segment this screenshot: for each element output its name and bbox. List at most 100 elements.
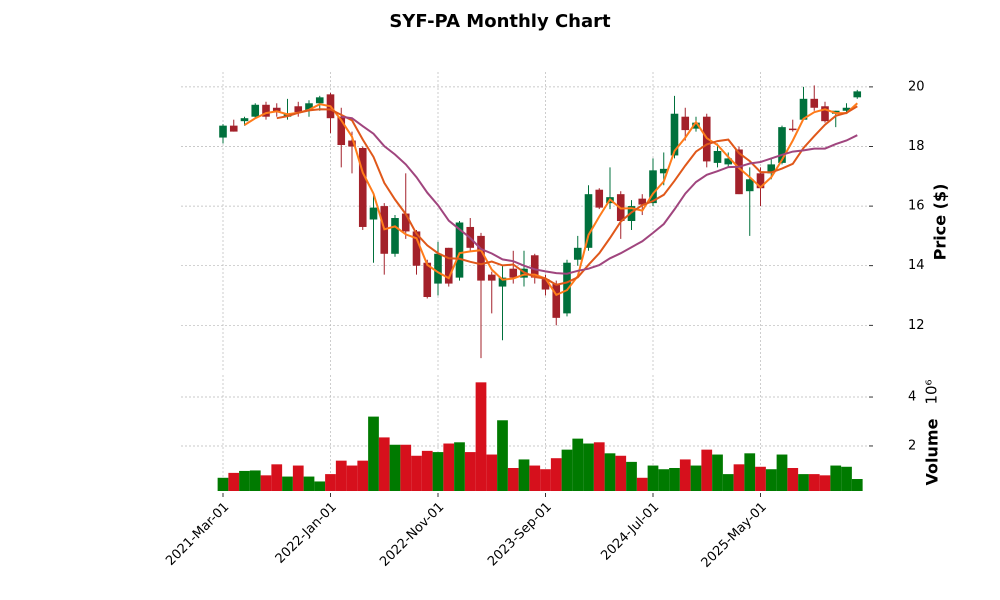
volume-bar bbox=[669, 467, 680, 491]
volume-bar bbox=[443, 443, 455, 491]
volume-bar bbox=[335, 460, 347, 491]
volume-bar bbox=[690, 465, 702, 491]
volume-bar bbox=[475, 382, 487, 491]
candle-body bbox=[305, 103, 313, 111]
y2-tick-label: 2 bbox=[908, 438, 916, 453]
volume-bar bbox=[411, 455, 422, 491]
volume-bar bbox=[486, 454, 498, 491]
volume-bar bbox=[497, 420, 508, 491]
candle-body bbox=[391, 218, 399, 254]
x-tick-label: 2021-Mar-01 bbox=[163, 500, 232, 569]
candle-body bbox=[821, 106, 829, 122]
candle-body bbox=[670, 113, 679, 156]
candle-body bbox=[455, 222, 464, 278]
volume-bar bbox=[819, 475, 831, 491]
volume-bar bbox=[421, 450, 433, 491]
y2-scale-label: 10⁶ bbox=[923, 379, 941, 404]
y2-axis-label: Volume bbox=[923, 418, 942, 485]
candle-body bbox=[369, 207, 378, 220]
volume-bar bbox=[228, 472, 240, 491]
volume-bar bbox=[249, 470, 261, 491]
candle-body bbox=[692, 122, 700, 129]
moving-average-line bbox=[243, 102, 858, 297]
candle-body bbox=[348, 140, 356, 147]
volume-bar bbox=[712, 454, 723, 491]
volume-bar bbox=[454, 442, 465, 491]
moving-average-line bbox=[276, 105, 858, 286]
candle-body bbox=[649, 170, 657, 204]
volume-bar bbox=[572, 438, 584, 491]
x-tick-label: 2024-Jul-01 bbox=[598, 500, 662, 564]
volume-bar bbox=[239, 470, 250, 491]
volume-bar bbox=[841, 466, 852, 491]
candle-body bbox=[799, 98, 808, 120]
volume-bar bbox=[679, 459, 691, 491]
y-tick-label: 20 bbox=[908, 79, 925, 94]
volume-bar bbox=[378, 437, 390, 491]
candle-body bbox=[219, 125, 227, 138]
candle-body bbox=[552, 283, 561, 318]
volume-bar bbox=[346, 465, 358, 491]
candle-body bbox=[509, 268, 518, 278]
candle-body bbox=[584, 194, 593, 248]
volume-bar bbox=[561, 449, 573, 491]
candle-body bbox=[477, 235, 485, 281]
volume-bar bbox=[389, 444, 401, 491]
volume-bar bbox=[755, 466, 766, 491]
volume-bar bbox=[593, 442, 605, 491]
volume-bar bbox=[540, 469, 551, 491]
volume-bar bbox=[464, 452, 476, 491]
candle-body bbox=[724, 158, 733, 165]
candle-body bbox=[240, 118, 249, 122]
candle-body bbox=[262, 104, 270, 117]
volume-bar bbox=[432, 452, 444, 491]
candle-body bbox=[659, 168, 668, 174]
candle-body bbox=[810, 98, 819, 108]
volume-bar bbox=[851, 479, 863, 491]
candle-body bbox=[487, 274, 496, 281]
candle-body bbox=[229, 125, 238, 132]
candle-body bbox=[423, 262, 432, 297]
candle-body bbox=[444, 247, 453, 284]
y-tick-label: 14 bbox=[908, 258, 925, 273]
candle-body bbox=[412, 231, 421, 266]
candle-body bbox=[434, 253, 442, 284]
x-tick-label: 2022-Jan-01 bbox=[273, 500, 340, 567]
volume-bar bbox=[808, 474, 820, 491]
candle-body bbox=[595, 189, 604, 208]
volume-bar bbox=[583, 443, 594, 491]
x-tick-label: 2023-Sep-01 bbox=[485, 500, 555, 570]
candle-body bbox=[541, 279, 550, 290]
volume-bar bbox=[733, 464, 745, 491]
volume-bar bbox=[658, 469, 670, 491]
candle-body bbox=[315, 97, 324, 104]
volume-bar bbox=[357, 460, 369, 491]
candle-body bbox=[573, 247, 582, 260]
candle-body bbox=[272, 107, 281, 113]
candle-body bbox=[563, 262, 571, 314]
y-axis-label: Price ($) bbox=[931, 184, 950, 261]
volume-bar bbox=[292, 465, 304, 491]
volume-bar bbox=[604, 453, 616, 491]
volume-bar bbox=[314, 481, 326, 491]
volume-bar bbox=[636, 477, 648, 491]
volume-bar bbox=[400, 444, 412, 491]
volume-bar bbox=[518, 459, 530, 491]
y-tick-label: 16 bbox=[908, 199, 925, 214]
volume-bar bbox=[744, 453, 756, 491]
candle-body bbox=[401, 213, 410, 232]
candle-body bbox=[788, 128, 797, 131]
volume-bar bbox=[260, 475, 272, 491]
y2-tick-label: 4 bbox=[908, 390, 916, 405]
candle-body bbox=[853, 91, 862, 98]
volume-bar bbox=[776, 454, 788, 491]
candle-body bbox=[735, 149, 743, 195]
candle-body bbox=[842, 107, 851, 111]
volume-bar bbox=[765, 469, 777, 491]
volume-bar bbox=[830, 465, 842, 491]
candle-body bbox=[767, 164, 776, 174]
candle-body bbox=[638, 198, 647, 205]
candle-body bbox=[756, 173, 765, 189]
candle-body bbox=[530, 255, 539, 278]
